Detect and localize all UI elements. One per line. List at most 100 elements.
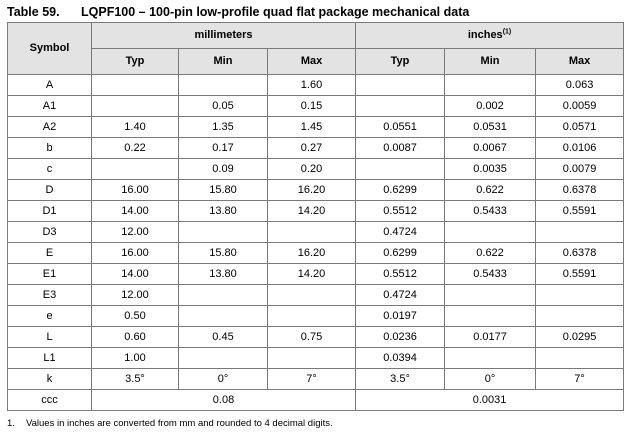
table-cell-in-min: 0.0067 — [444, 137, 537, 159]
col-header-mm-typ: Typ — [91, 48, 179, 75]
table-cell-in-max: 0.6378 — [535, 179, 625, 201]
table-cell-mm-max: 16.20 — [266, 179, 357, 201]
footnote-number: 1. — [7, 418, 15, 429]
table-cell-mm-typ — [91, 95, 179, 117]
table-header: Symbol millimeters inches(1) Typ Min Max… — [7, 22, 625, 75]
table-cell-in-typ: 0.6299 — [355, 179, 446, 201]
col-header-in-min: Min — [444, 48, 537, 75]
table-cell-mm-typ: 1.00 — [91, 347, 179, 369]
table-row: A1 0.05 0.15 0.002 0.0059 — [7, 95, 625, 117]
table-cell-mm-typ: 1.40 — [91, 116, 179, 138]
col-header-mm-min: Min — [178, 48, 268, 75]
table-row: A 1.60 0.063 — [7, 74, 625, 96]
table-cell-symbol: ccc — [7, 389, 92, 411]
table-cell-symbol: E3 — [7, 284, 92, 306]
table-cell-mm-min — [178, 284, 268, 306]
col-header-in-typ: Typ — [355, 48, 446, 75]
table-cell-in-min: 0° — [444, 368, 537, 390]
table-cell-mm-typ: 16.00 — [91, 179, 179, 201]
table-title: LQPF100 – 100-pin low-profile quad flat … — [81, 5, 470, 19]
table-cell-in-typ: 0.0394 — [355, 347, 446, 369]
table-cell-in-min — [444, 221, 537, 243]
table-caption: Table 59. LQPF100 – 100-pin low-profile q… — [7, 4, 469, 21]
table-cell-in-max: 0.6378 — [535, 242, 625, 264]
table-cell-in-min — [444, 74, 537, 96]
table-cell-mm-max: 0.75 — [266, 326, 357, 348]
table-row: A2 1.40 1.35 1.45 0.0551 0.0531 0.0571 — [7, 116, 625, 138]
table-cell-in-min — [444, 305, 537, 327]
millimeters-header: millimeters — [90, 22, 357, 49]
table-row: k 3.5° 0° 7° 3.5° 0° 7° — [7, 368, 625, 390]
table-cell-in-typ: 0.0236 — [355, 326, 446, 348]
table-cell-mm-max: 1.45 — [266, 116, 357, 138]
table-cell-mm-max — [266, 284, 357, 306]
table-cell-in-min: 0.0035 — [444, 158, 537, 180]
table-cell-mm-typ: 14.00 — [91, 200, 179, 222]
table-cell-mm-max: 0.15 — [266, 95, 357, 117]
table-cell-in-typ: 0.4724 — [355, 221, 446, 243]
table-cell-mm-typ: 12.00 — [91, 221, 179, 243]
table-cell-symbol: D1 — [7, 200, 92, 222]
table-cell-in-typ: 0.0197 — [355, 305, 446, 327]
table-cell-mm-max: 14.20 — [266, 263, 357, 285]
table-cell-symbol: A2 — [7, 116, 92, 138]
table-cell-symbol: e — [7, 305, 92, 327]
table-row: E1 14.00 13.80 14.20 0.5512 0.5433 0.5591 — [7, 263, 625, 285]
table-row: L1 1.00 0.0394 — [7, 347, 625, 369]
table-cell-symbol: D3 — [7, 221, 92, 243]
table-row: D3 12.00 0.4724 — [7, 221, 625, 243]
table-cell-in-max: 0.5591 — [535, 200, 625, 222]
table-cell-in-max: 0.0295 — [535, 326, 625, 348]
table-cell-mm-max: 7° — [266, 368, 357, 390]
table-cell-in-typ: 0.5512 — [355, 200, 446, 222]
table-cell-mm-min: 1.35 — [178, 116, 268, 138]
table-cell-mm-max — [266, 305, 357, 327]
table-row: E 16.00 15.80 16.20 0.6299 0.622 0.6378 — [7, 242, 625, 264]
table-footnote: 1. Values in inches are converted from mm… — [7, 418, 333, 430]
table-row: D 16.00 15.80 16.20 0.6299 0.622 0.6378 — [7, 179, 625, 201]
table-cell-in-max — [535, 221, 625, 243]
table-cell-in-typ: 0.0551 — [355, 116, 446, 138]
table-cell-mm-max — [266, 347, 357, 369]
table-cell-in-max: 0.0079 — [535, 158, 625, 180]
table-cell-in-typ — [355, 74, 446, 96]
table-row: L 0.60 0.45 0.75 0.0236 0.0177 0.0295 — [7, 326, 625, 348]
table-cell-mm-min — [178, 74, 268, 96]
table-cell-mm-typ: 0.50 — [91, 305, 179, 327]
table-cell-symbol: L — [7, 326, 92, 348]
table-cell-in-typ — [355, 158, 446, 180]
table-cell-in-min: 0.002 — [444, 95, 537, 117]
table-cell-symbol: D — [7, 179, 92, 201]
table-row: E3 12.00 0.4724 — [7, 284, 625, 306]
table-cell-mm-typ: 3.5° — [91, 368, 179, 390]
table-cell-mm-min: 0.09 — [178, 158, 268, 180]
table-cell-mm-typ: 12.00 — [91, 284, 179, 306]
table-cell-symbol: k — [7, 368, 92, 390]
table-cell-in-min: 0.622 — [444, 242, 537, 264]
table-cell-mm-min — [178, 347, 268, 369]
table-body: A 1.60 0.063 A1 0.05 0.15 0.002 0.0059 A2 1.40 1.3… — [7, 74, 625, 411]
table-cell-mm-max: 16.20 — [266, 242, 357, 264]
table-cell-in-typ: 3.5° — [355, 368, 446, 390]
footnote-text: Values in inches are converted from mm a… — [26, 418, 333, 429]
table-cell-mm-typ — [91, 74, 179, 96]
table-cell-mm-min: 0° — [178, 368, 268, 390]
table-row: D1 14.00 13.80 14.20 0.5512 0.5433 0.5591 — [7, 200, 625, 222]
table-cell-in-max: 0.5591 — [535, 263, 625, 285]
table-cell-in-min: 0.5433 — [444, 200, 537, 222]
table-cell-in-typ — [355, 95, 446, 117]
table-cell-in-typ: 0.5512 — [355, 263, 446, 285]
table-cell-mm-typ: 0.60 — [91, 326, 179, 348]
table-cell-mm-max — [266, 221, 357, 243]
inches-header-label: inches — [467, 29, 503, 41]
table-cell-inch-value: 0.0031 — [355, 389, 625, 411]
table-cell-in-max — [535, 305, 625, 327]
table-cell-mm-min — [178, 221, 268, 243]
mechanical-data-table: Symbol millimeters inches(1) Typ Min Max… — [7, 22, 625, 411]
table-cell-in-min: 0.5433 — [444, 263, 537, 285]
table-cell-in-max — [535, 284, 625, 306]
table-number: Table 59. — [7, 5, 60, 19]
table-cell-in-min — [444, 347, 537, 369]
table-cell-in-typ: 0.0087 — [355, 137, 446, 159]
table-cell-mm-max: 0.20 — [266, 158, 357, 180]
